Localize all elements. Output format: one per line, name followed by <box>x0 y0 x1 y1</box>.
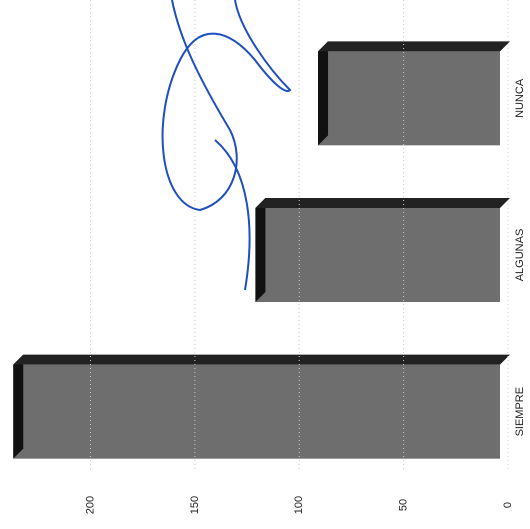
bar <box>255 208 500 302</box>
category-label: NUNCA <box>514 78 526 118</box>
value-tick-label: 0 <box>502 502 514 508</box>
value-tick-label: 50 <box>398 499 410 511</box>
value-tick-label: 100 <box>293 496 305 514</box>
bar <box>13 364 500 459</box>
category-label: SIEMPRE <box>514 387 526 437</box>
bar-side <box>255 198 266 302</box>
bar-side <box>13 354 24 459</box>
value-tick-label: 150 <box>189 496 201 514</box>
bar-depth <box>318 41 510 52</box>
bar-depth <box>255 198 510 208</box>
category-label: ALGUNAS <box>514 229 526 282</box>
bar <box>318 51 500 146</box>
bar-depth <box>13 354 510 365</box>
bar-side <box>318 41 329 146</box>
pen-scribble <box>161 0 292 291</box>
value-tick-label: 200 <box>84 496 96 514</box>
